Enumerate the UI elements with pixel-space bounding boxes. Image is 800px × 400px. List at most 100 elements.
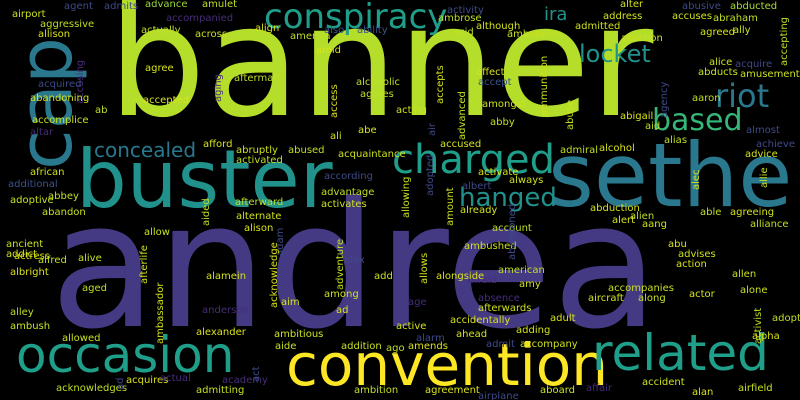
word-convention: convention [286, 331, 609, 399]
word-ability: ability [357, 25, 388, 36]
word-albert: albert [462, 181, 492, 192]
word-buster: buster [76, 133, 333, 226]
word-related: related [592, 324, 769, 382]
word-agent: agent [64, 1, 93, 12]
word-amusement: amusement [740, 69, 800, 80]
word-access: access [329, 84, 340, 118]
word-airfield: airfield [738, 383, 773, 394]
word-adopt: adopt [772, 313, 800, 324]
word-acknowledge: acknowledge [269, 242, 280, 308]
word-ancient: ancient [6, 239, 44, 250]
word-aged: aged [82, 283, 107, 294]
word-afford: afford [203, 139, 233, 150]
word-abe: abe [358, 125, 377, 136]
word-concealed: concealed [94, 138, 197, 162]
word-adopted: adopted [425, 154, 436, 196]
word-afterward: afterward [235, 197, 284, 208]
word-action: action [676, 259, 707, 270]
word-adoptive: adoptive [10, 195, 54, 206]
word-along: along [638, 293, 666, 304]
word-accompany: accompany [520, 339, 578, 350]
word-ab: ab [95, 105, 108, 116]
word-ally: ally [733, 25, 751, 36]
word-conspiracy: conspiracy [264, 0, 448, 37]
word-addict: addict [6, 249, 38, 260]
word-afraid: afraid [468, 275, 498, 286]
word-activates: activates [321, 199, 367, 210]
word-aang: aang [642, 219, 667, 230]
word-accepting: accepting [779, 16, 790, 66]
word-already: already [460, 205, 498, 216]
word-among: among [324, 289, 359, 300]
word-ambush: ambush [10, 321, 51, 332]
word-abused: abused [288, 145, 325, 156]
word-afterlife: afterlife [139, 245, 150, 284]
word-allows: allows [419, 252, 430, 284]
word-locket: locket [579, 40, 651, 68]
word-agreed: agreed [700, 27, 736, 38]
word-alan: alan [692, 387, 714, 398]
word-advises: advises [678, 249, 716, 260]
word-abuse: abuse [565, 99, 576, 130]
word-andrea: andrea [50, 165, 659, 368]
word-accepted: accepted [143, 95, 190, 106]
word-abby: abby [490, 117, 515, 128]
word-alex: alex [344, 255, 365, 266]
word-alien: alien [630, 211, 655, 222]
word-admitted: admitted [575, 21, 621, 32]
word-alone: alone [740, 285, 768, 296]
word-amends: amends [408, 341, 448, 352]
word-allow: allow [144, 227, 170, 238]
word-acid: acid [453, 27, 474, 38]
word-charged: charged [392, 137, 555, 183]
word-airport: airport [12, 9, 46, 20]
word-alfred: alfred [38, 255, 67, 266]
word-alamein: alamein [206, 271, 247, 282]
word-align: align [255, 23, 280, 34]
word-actor: actor [689, 289, 715, 300]
word-abducts: abducts [698, 67, 738, 78]
word-accident: accident [642, 377, 685, 388]
word-ambushed: ambushed [464, 241, 517, 252]
word-aim: aim [281, 297, 300, 308]
word-alongside: alongside [436, 271, 485, 282]
word-across: across [195, 29, 228, 40]
word-address: address [603, 11, 643, 22]
word-ambulance: ambulance [507, 29, 563, 40]
word-afterwards: afterwards [478, 303, 532, 314]
word-accepts: accepts [435, 65, 446, 104]
word-ammunition: ammunition [539, 55, 550, 116]
word-advance: advance [145, 0, 188, 10]
word-acquaintance: acquaintance [338, 149, 406, 160]
word-alison: alison [244, 223, 274, 234]
word-occasion: occasion [16, 326, 235, 384]
word-accept: accept [478, 77, 512, 88]
word-although: although [476, 21, 521, 32]
word-acting: acting [396, 105, 428, 116]
word-amongst: amongst [482, 99, 526, 110]
word-alice: alice [709, 57, 733, 68]
word-abandoning: abandoning [30, 93, 90, 104]
word-banner: banner [108, 0, 654, 152]
word-activate: activate [478, 167, 519, 178]
word-america: america [290, 31, 331, 42]
word-alternate: alternate [236, 211, 282, 222]
word-acquired: acquired [38, 79, 82, 90]
word-anderson: anderson [202, 305, 249, 316]
word-affair: affair [586, 383, 613, 394]
word-riot: riot [715, 77, 770, 115]
word-accused: accused [440, 139, 482, 150]
word-ago: ago [386, 343, 405, 354]
word-ad-2: ad [115, 377, 126, 390]
word-ad: ad [336, 305, 349, 316]
word-active: active [396, 321, 427, 332]
word-advice: advice [745, 149, 778, 160]
word-according: according [324, 171, 373, 182]
word-adult: adult [550, 313, 576, 324]
word-ambitious: ambitious [274, 329, 324, 340]
word-aircraft: aircraft [588, 293, 624, 304]
word-hanged: hanged [459, 183, 557, 213]
word-ambrose: ambrose [438, 13, 482, 24]
word-aide: aide [275, 341, 297, 352]
